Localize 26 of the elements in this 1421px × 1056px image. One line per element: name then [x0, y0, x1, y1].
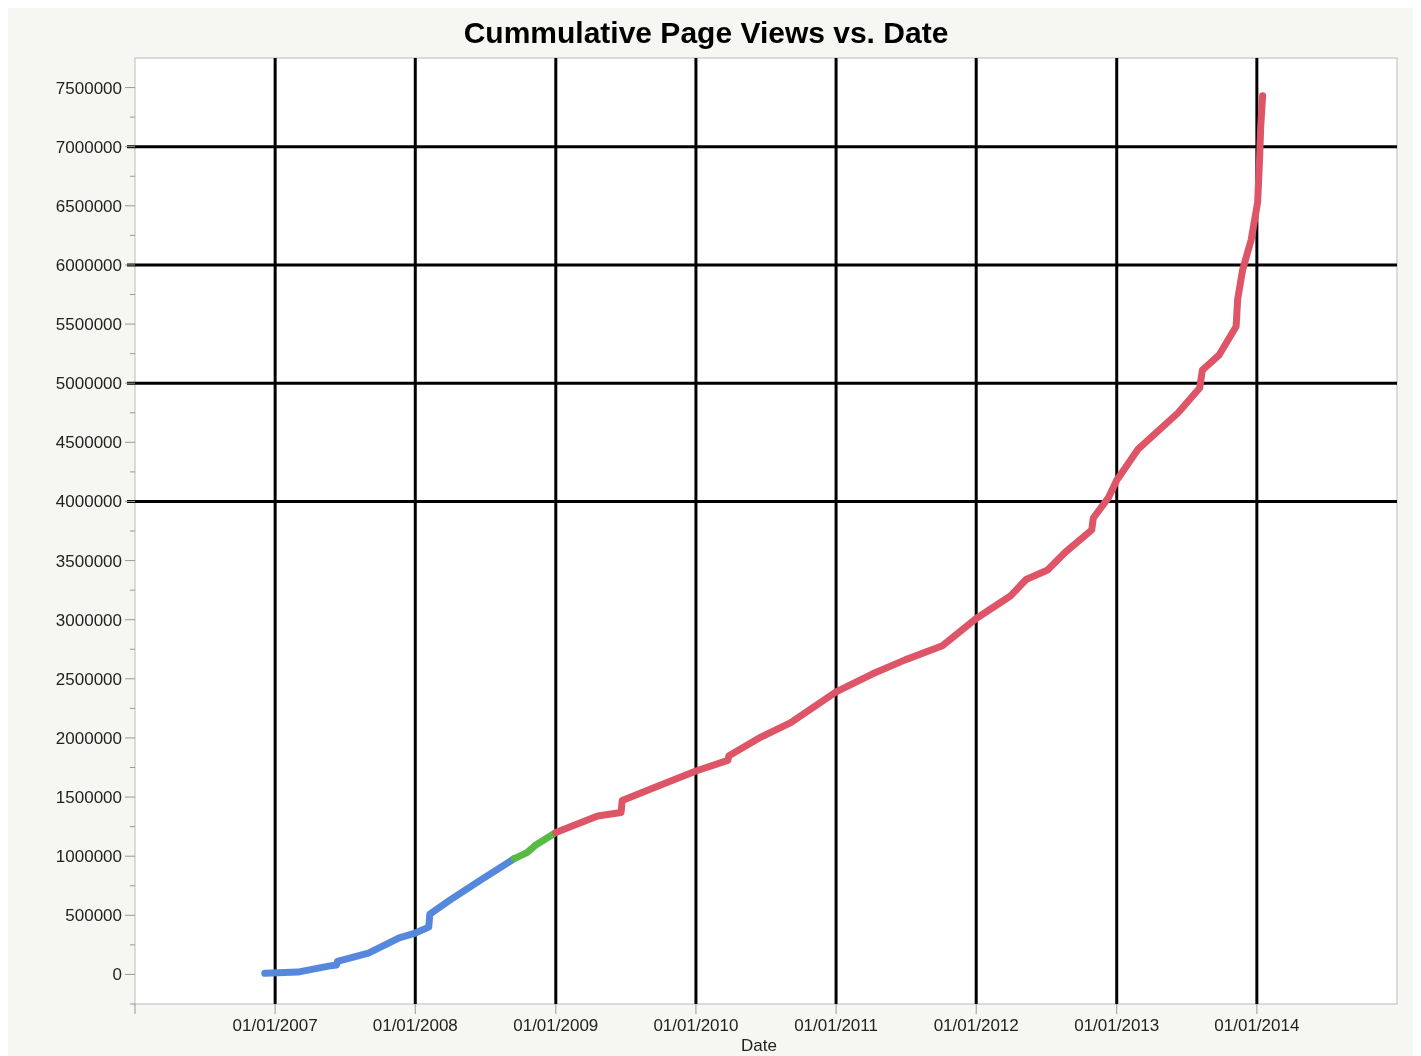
x-tick-label: 01/01/2013: [1074, 1016, 1160, 1035]
x-axis-title: Date: [741, 1036, 777, 1055]
y-tick-label: 500000: [65, 906, 122, 926]
y-tick-label: 6000000: [55, 255, 122, 275]
x-tick-label: 01/01/2012: [933, 1016, 1019, 1035]
y-tick-label: 5000000: [55, 374, 122, 394]
x-tick-label: 01/01/2010: [653, 1016, 739, 1035]
y-tick-label: 4500000: [55, 433, 122, 453]
x-tick-label: 01/01/2008: [372, 1016, 458, 1035]
y-tick-label: 2000000: [55, 728, 122, 748]
y-tick-label: 7000000: [55, 137, 122, 157]
y-tick-label: 1500000: [55, 788, 122, 808]
y-tick-label: 3500000: [55, 551, 122, 571]
chart-title: Cummulative Page Views vs. Date: [463, 16, 949, 49]
x-tick-label: 01/01/2009: [513, 1016, 599, 1035]
y-tick-label: 7500000: [55, 78, 122, 98]
y-tick-label: 3000000: [55, 610, 122, 630]
y-tick-label: 4000000: [55, 492, 122, 512]
y-tick-label: 1000000: [55, 847, 122, 867]
x-tick-label: 01/01/2011: [794, 1016, 878, 1035]
x-tick-label: 01/01/2007: [232, 1016, 318, 1035]
y-tick-label: 6500000: [55, 196, 122, 216]
y-tick-label: 0: [112, 965, 122, 985]
y-tick-label: 2500000: [55, 669, 122, 689]
y-tick-label: 5500000: [55, 315, 122, 335]
x-tick-label: 01/01/2014: [1214, 1016, 1300, 1035]
